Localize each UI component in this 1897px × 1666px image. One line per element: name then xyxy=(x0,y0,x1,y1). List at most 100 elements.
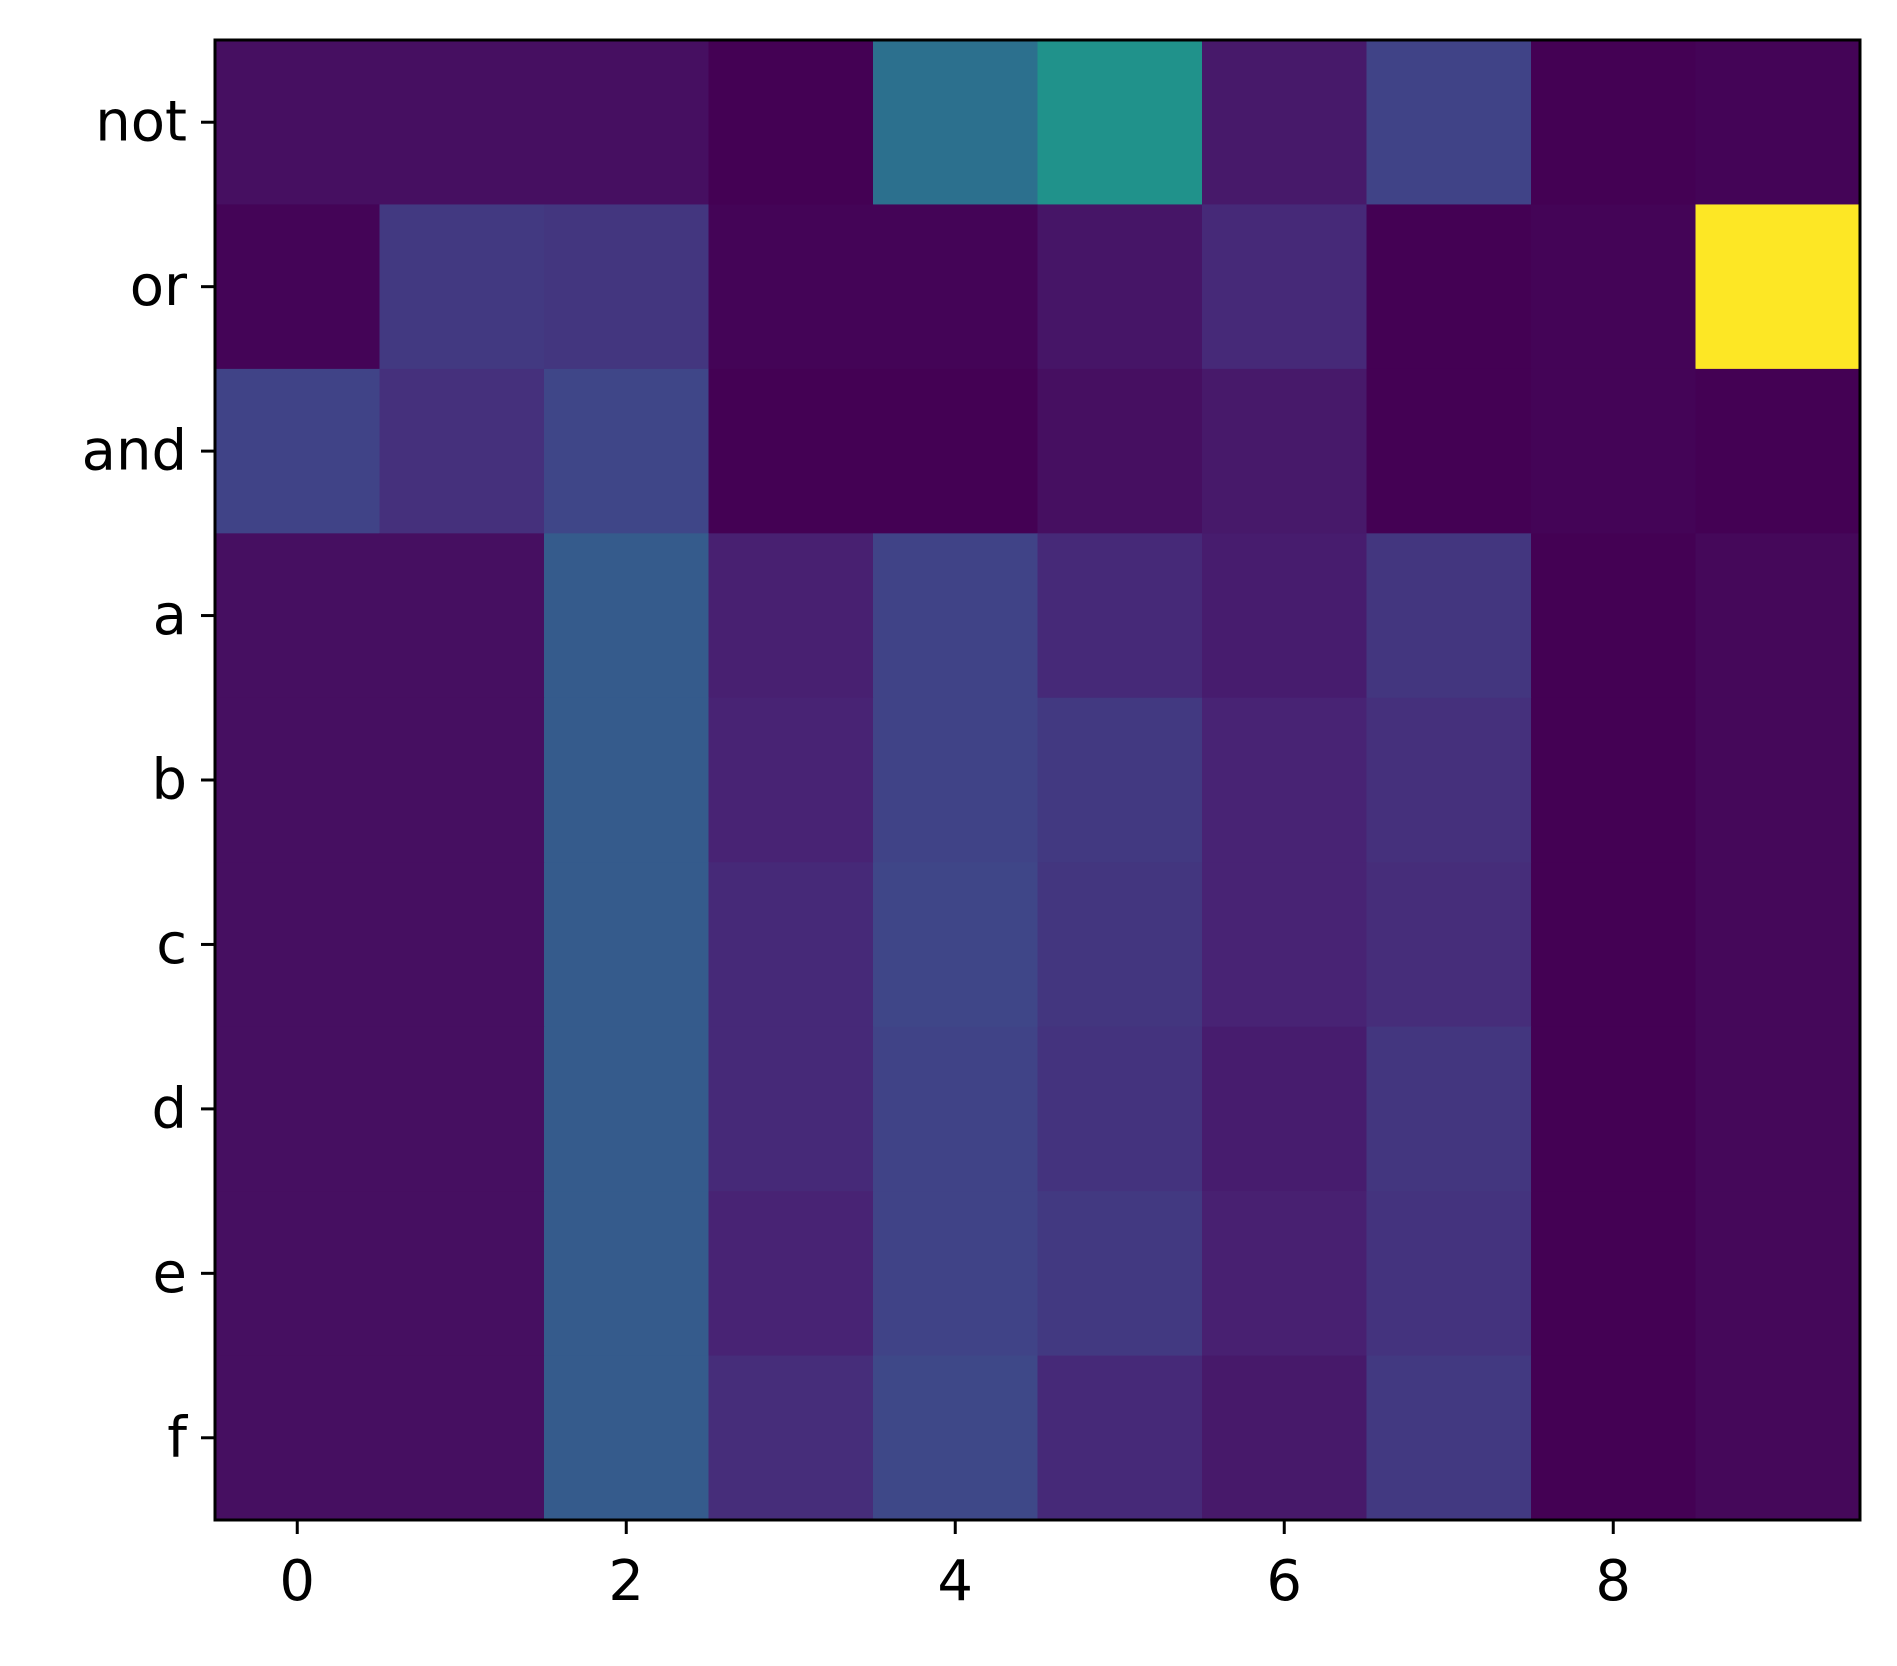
heatmap-cell-d-1 xyxy=(379,1026,545,1192)
heatmap-cell-a-4 xyxy=(873,533,1039,699)
x-tick-label: 8 xyxy=(1595,1549,1631,1614)
heatmap-cell-or-1 xyxy=(379,204,545,370)
heatmap-cell-and-0 xyxy=(215,368,381,534)
heatmap-cell-and-6 xyxy=(1202,368,1368,534)
heatmap-cell-e-4 xyxy=(873,1191,1039,1357)
heatmap-cell-b-9 xyxy=(1695,697,1861,863)
heatmap-cell-e-3 xyxy=(708,1191,874,1357)
x-tick-label: 0 xyxy=(279,1549,315,1614)
heatmap-cell-c-6 xyxy=(1202,862,1368,1028)
heatmap-cell-e-7 xyxy=(1366,1191,1532,1357)
heatmap-cell-e-2 xyxy=(544,1191,710,1357)
heatmap-cell-f-7 xyxy=(1366,1355,1532,1521)
heatmap-cell-or-5 xyxy=(1037,204,1203,370)
heatmap-cell-a-6 xyxy=(1202,533,1368,699)
heatmap-cell-or-0 xyxy=(215,204,381,370)
heatmap-cell-c-2 xyxy=(544,862,710,1028)
heatmap-cell-d-4 xyxy=(873,1026,1039,1192)
heatmap-cell-not-4 xyxy=(873,40,1039,206)
y-tick-label: f xyxy=(167,1405,188,1470)
heatmap-cell-a-3 xyxy=(708,533,874,699)
heatmap-cell-b-8 xyxy=(1531,697,1697,863)
heatmap-cell-c-7 xyxy=(1366,862,1532,1028)
x-axis: 0 2 4 6 8 xyxy=(279,1520,1631,1614)
heatmap-cell-not-3 xyxy=(708,40,874,206)
heatmap-cell-c-1 xyxy=(379,862,545,1028)
heatmap-cell-e-9 xyxy=(1695,1191,1861,1357)
x-tick-label: 2 xyxy=(608,1549,644,1614)
heatmap-cell-d-5 xyxy=(1037,1026,1203,1192)
heatmap-cell-not-5 xyxy=(1037,40,1203,206)
y-tick-label: b xyxy=(151,748,187,813)
heatmap-cell-and-2 xyxy=(544,368,710,534)
heatmap-cell-and-9 xyxy=(1695,368,1861,534)
heatmap-cell-and-1 xyxy=(379,368,545,534)
heatmap-cell-d-3 xyxy=(708,1026,874,1192)
y-tick-label: not xyxy=(95,90,187,155)
heatmap-cell-and-3 xyxy=(708,368,874,534)
heatmap-cell-f-5 xyxy=(1037,1355,1203,1521)
heatmap-cell-not-8 xyxy=(1531,40,1697,206)
heatmap-cell-c-4 xyxy=(873,862,1039,1028)
heatmap-cell-f-9 xyxy=(1695,1355,1861,1521)
heatmap-cell-not-9 xyxy=(1695,40,1861,206)
heatmap-cell-d-8 xyxy=(1531,1026,1697,1192)
y-tick-label: c xyxy=(156,912,187,977)
heatmap-cell-b-6 xyxy=(1202,697,1368,863)
heatmap-cell-not-2 xyxy=(544,40,710,206)
y-tick-label: a xyxy=(153,583,187,648)
heatmap-cell-b-1 xyxy=(379,697,545,863)
heatmap-cell-f-3 xyxy=(708,1355,874,1521)
heatmap-cell-or-9 xyxy=(1695,204,1861,370)
heatmap-cell-a-7 xyxy=(1366,533,1532,699)
y-axis: not or and a b c d e f xyxy=(82,90,215,1470)
heatmap-cell-c-5 xyxy=(1037,862,1203,1028)
heatmap-cell-b-2 xyxy=(544,697,710,863)
heatmap-cell-b-7 xyxy=(1366,697,1532,863)
y-tick-label: and xyxy=(82,419,187,484)
heatmap-cell-c-9 xyxy=(1695,862,1861,1028)
heatmap-cell-a-9 xyxy=(1695,533,1861,699)
heatmap-cell-b-0 xyxy=(215,697,381,863)
heatmap-cell-d-0 xyxy=(215,1026,381,1192)
y-tick-label: d xyxy=(151,1076,187,1141)
heatmap-cell-f-1 xyxy=(379,1355,545,1521)
heatmap-cell-a-5 xyxy=(1037,533,1203,699)
heatmap-cell-or-3 xyxy=(708,204,874,370)
heatmap-cell-b-5 xyxy=(1037,697,1203,863)
heatmap-cell-a-2 xyxy=(544,533,710,699)
heatmap-cell-e-0 xyxy=(215,1191,381,1357)
heatmap-cell-or-4 xyxy=(873,204,1039,370)
heatmap-cell-or-2 xyxy=(544,204,710,370)
heatmap-cell-d-9 xyxy=(1695,1026,1861,1192)
heatmap-cell-or-7 xyxy=(1366,204,1532,370)
heatmap-cell-not-0 xyxy=(215,40,381,206)
heatmap-cell-e-1 xyxy=(379,1191,545,1357)
heatmap-cell-c-8 xyxy=(1531,862,1697,1028)
heatmap-cell-e-8 xyxy=(1531,1191,1697,1357)
heatmap-cell-a-0 xyxy=(215,533,381,699)
heatmap-cells xyxy=(215,40,1861,1521)
x-tick-label: 4 xyxy=(937,1549,973,1614)
heatmap-cell-d-7 xyxy=(1366,1026,1532,1192)
heatmap-cell-f-4 xyxy=(873,1355,1039,1521)
heatmap-cell-and-7 xyxy=(1366,368,1532,534)
heatmap-cell-d-2 xyxy=(544,1026,710,1192)
heatmap-cell-not-6 xyxy=(1202,40,1368,206)
heatmap-cell-and-8 xyxy=(1531,368,1697,534)
heatmap-cell-not-1 xyxy=(379,40,545,206)
heatmap-cell-f-6 xyxy=(1202,1355,1368,1521)
heatmap-cell-d-6 xyxy=(1202,1026,1368,1192)
heatmap-cell-b-3 xyxy=(708,697,874,863)
heatmap-cell-f-0 xyxy=(215,1355,381,1521)
heatmap-cell-a-8 xyxy=(1531,533,1697,699)
heatmap-cell-e-6 xyxy=(1202,1191,1368,1357)
heatmap-cell-or-8 xyxy=(1531,204,1697,370)
heatmap-cell-a-1 xyxy=(379,533,545,699)
heatmap-cell-or-6 xyxy=(1202,204,1368,370)
heatmap-cell-f-2 xyxy=(544,1355,710,1521)
y-tick-label: e xyxy=(153,1241,187,1306)
heatmap-cell-c-0 xyxy=(215,862,381,1028)
heatmap-cell-c-3 xyxy=(708,862,874,1028)
